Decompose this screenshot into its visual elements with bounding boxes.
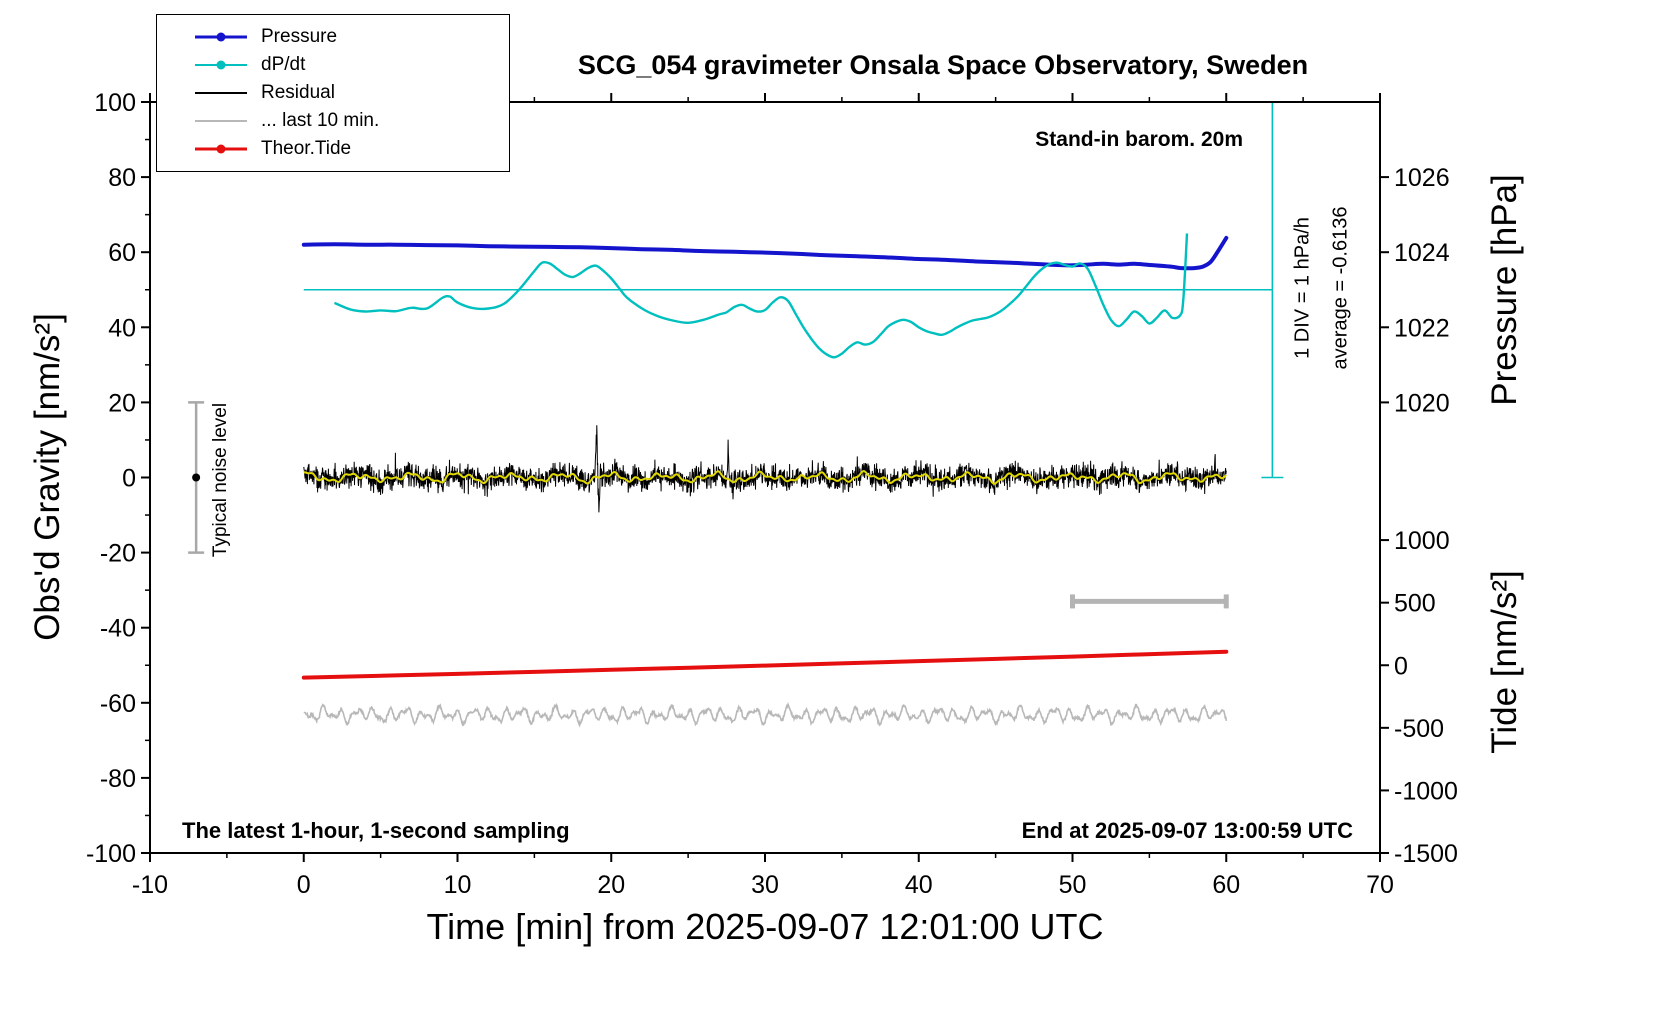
- legend-item-theor-tide: Theor.Tide: [157, 135, 509, 163]
- residual-smoothed-line: [303, 470, 1227, 485]
- legend: Pressure dP/dt Residual ... last 10 min. The…: [156, 14, 510, 172]
- noise-level-annotation: Typical noise level: [210, 402, 231, 558]
- x-tick-label: 70: [1366, 871, 1394, 899]
- legend-label: dP/dt: [261, 54, 306, 75]
- y-tick-label-pressure: 1024: [1394, 239, 1450, 267]
- legend-label: Residual: [261, 82, 335, 103]
- x-tick-label: 60: [1212, 871, 1240, 899]
- y-tick-label-gravity: 60: [108, 239, 136, 267]
- tide-line: [301, 649, 1229, 680]
- y-tick-label-gravity: 0: [122, 465, 136, 493]
- sampling-annotation: The latest 1-hour, 1-second sampling: [182, 818, 570, 843]
- legend-item-pressure: Pressure: [157, 23, 509, 51]
- y-tick-label-gravity: 80: [108, 164, 136, 192]
- legend-item-residual: Residual: [157, 79, 509, 107]
- legend-dot: [216, 32, 226, 42]
- y-tick-label-gravity: -40: [100, 615, 136, 643]
- chart-title: SCG_054 gravimeter Onsala Space Observat…: [577, 50, 1309, 80]
- last10-line: [303, 701, 1228, 728]
- axis-tick-labels: -10 0 10 20 30 40 50 60 70-100-80-60-40-20020406…: [86, 89, 1458, 899]
- y-tick-label-gravity: 20: [108, 389, 136, 417]
- legend-line-sample: [195, 60, 247, 70]
- y-tick-label-pressure: 1026: [1394, 164, 1450, 192]
- x-tick-label: 40: [905, 871, 933, 899]
- barometer-annotation: Stand-in barom. 20m: [1035, 128, 1243, 151]
- y-tick-label-gravity: -100: [86, 840, 136, 868]
- legend-item--last-10-min-: ... last 10 min.: [157, 107, 509, 135]
- y-tick-label-gravity: 100: [94, 89, 136, 117]
- x-tick-label: 30: [751, 871, 779, 899]
- y-tick-label-tide: 0: [1394, 652, 1408, 680]
- noise-errorbar-dot: [192, 473, 201, 482]
- y-tick-label-pressure: 1022: [1394, 314, 1450, 342]
- dpdt-line: [334, 233, 1189, 359]
- x-tick-label: 10: [444, 871, 472, 899]
- y-tick-label-gravity: 40: [108, 314, 136, 342]
- legend-dot: [216, 60, 226, 70]
- legend-label: Pressure: [261, 26, 338, 47]
- legend-items: Pressure dP/dt Residual ... last 10 min. The…: [157, 23, 509, 163]
- y-tick-label-tide: 500: [1394, 590, 1436, 618]
- legend-dot: [216, 144, 226, 154]
- pressure-line: [301, 235, 1229, 271]
- y-tick-label-tide: -1500: [1394, 840, 1458, 868]
- x-tick-label: 50: [1059, 871, 1087, 899]
- div-scale-annotation: 1 DIV = 1 hPa/h: [1291, 217, 1314, 359]
- legend-label: ... last 10 min.: [261, 110, 380, 131]
- x-tick-label: 0: [297, 871, 311, 899]
- y-tick-label-tide: -500: [1394, 715, 1444, 743]
- legend-item-dp-dt: dP/dt: [157, 51, 509, 79]
- y-axis-label-tide: Tide [nm/s²]: [1485, 570, 1524, 754]
- x-axis-label: Time [min] from 2025-09-07 12:01:00 UTC: [426, 906, 1104, 947]
- legend-line-sample: [195, 32, 247, 42]
- ten-min-scalebar: [1070, 594, 1229, 609]
- y-tick-label-tide: 1000: [1394, 527, 1450, 555]
- legend-line-sample: [195, 116, 247, 126]
- y-axis-label-gravity: Obs'd Gravity [nm/s²]: [28, 313, 67, 641]
- end-time-annotation: End at 2025-09-07 13:00:59 UTC: [1021, 818, 1353, 843]
- x-tick-label: -10: [132, 871, 168, 899]
- legend-label: Theor.Tide: [261, 138, 352, 159]
- y-axis-label-pressure: Pressure [hPa]: [1485, 174, 1524, 406]
- x-tick-label: 20: [597, 871, 625, 899]
- residual-line: [303, 425, 1227, 513]
- average-annotation: average = -0.6136: [1329, 206, 1352, 370]
- legend-line-sample: [195, 144, 247, 154]
- y-tick-label-gravity: -80: [100, 765, 136, 793]
- y-tick-label-gravity: -20: [100, 540, 136, 568]
- legend-line-sample: [195, 88, 247, 98]
- y-tick-label-gravity: -60: [100, 690, 136, 718]
- y-tick-label-pressure: 1020: [1394, 389, 1450, 417]
- y-tick-label-tide: -1000: [1394, 777, 1458, 805]
- noise-errorbar: [188, 401, 205, 554]
